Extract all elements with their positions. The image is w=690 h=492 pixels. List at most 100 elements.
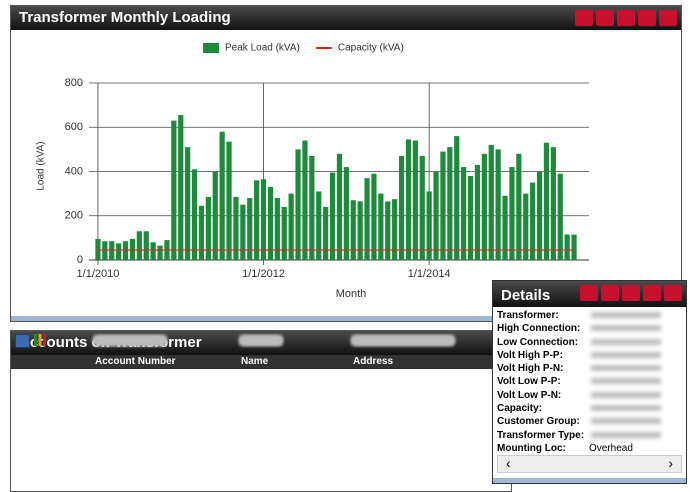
bar	[150, 242, 156, 260]
button[interactable]	[664, 285, 682, 301]
column-header: Address	[353, 356, 394, 367]
x-tick-label: 1/1/2014	[408, 268, 451, 280]
detail-label: High Connection:	[497, 323, 581, 335]
bar	[136, 231, 142, 260]
bar	[474, 164, 481, 260]
panel-footer	[493, 478, 686, 483]
bar	[191, 169, 198, 260]
legend-label: Peak Load (kVA)	[225, 43, 300, 54]
bar	[433, 171, 439, 260]
blurred-text	[591, 405, 661, 412]
scroll-left[interactable]: ‹	[506, 455, 511, 471]
bar	[357, 201, 363, 260]
bar	[240, 204, 246, 260]
bar	[467, 175, 474, 260]
legend-label: Capacity (kVA)	[338, 43, 404, 54]
bar	[178, 115, 184, 260]
blurred-text	[591, 338, 661, 345]
y-tick-label: 0	[77, 254, 83, 266]
blurred-text	[591, 391, 661, 398]
detail-row: Volt Low P-N:	[493, 389, 686, 402]
scrollbar[interactable]: ‹ ›	[497, 455, 682, 473]
detail-label: Transformer:	[497, 310, 559, 321]
bar	[378, 193, 384, 260]
accounts-panel: Accounts on Transformer Account NumberNa…	[10, 330, 512, 492]
button[interactable]	[643, 285, 661, 301]
detail-row: Mounting Loc: Overhead	[493, 442, 686, 455]
bar	[523, 193, 529, 260]
button[interactable]	[617, 10, 635, 26]
legend-swatch	[203, 43, 219, 53]
detail-row: Transformer Type:	[493, 429, 686, 442]
bar	[530, 182, 536, 260]
bar	[116, 243, 122, 260]
detail-label: Transformer Type:	[497, 429, 585, 441]
bar	[371, 173, 377, 260]
blurred-text	[591, 431, 661, 438]
button[interactable]	[622, 285, 640, 301]
blurred-text	[95, 337, 165, 344]
scroll-right[interactable]: ›	[668, 455, 673, 471]
detail-label: Volt High P-P:	[497, 349, 563, 361]
blurred-text	[591, 351, 661, 358]
bar	[329, 172, 336, 260]
bar	[323, 206, 329, 260]
bar	[171, 120, 177, 260]
bar	[557, 173, 563, 260]
button[interactable]	[638, 10, 656, 26]
bar	[454, 136, 460, 260]
detail-row: Transformer:	[493, 309, 686, 322]
bar	[502, 195, 508, 260]
bar	[426, 191, 432, 260]
y-axis-label: Load (kVA)	[36, 141, 47, 190]
bar	[364, 178, 370, 260]
bar	[440, 151, 446, 260]
bar	[302, 140, 308, 260]
detail-label: Customer Group:	[497, 416, 580, 428]
row-icon[interactable]	[15, 334, 30, 348]
column-header: Account Number	[95, 356, 176, 367]
button[interactable]	[596, 10, 614, 26]
bar	[571, 234, 577, 260]
detail-row: Volt Low P-P:	[493, 375, 686, 388]
title-bar: Details	[493, 281, 686, 307]
bar	[205, 196, 211, 260]
bar	[385, 201, 391, 260]
column-header: Name	[241, 356, 269, 367]
bar	[212, 171, 218, 260]
bar	[143, 231, 149, 260]
y-tick-label: 200	[65, 210, 83, 222]
bar	[392, 199, 398, 260]
detail-row: Low Connection:	[493, 336, 686, 349]
chart: Month Load (kVA) 0 200 400 600 800 1/1/2010 1/…	[36, 43, 589, 300]
detail-row: Volt High P-N:	[493, 362, 686, 375]
y-tick-label: 600	[65, 121, 83, 133]
blurred-text	[591, 418, 661, 425]
bar	[509, 167, 515, 260]
bar	[419, 156, 425, 260]
button[interactable]	[601, 285, 619, 301]
x-axis-label: Month	[336, 288, 367, 300]
y-tick-label: 800	[65, 77, 83, 89]
bar	[481, 153, 487, 260]
button[interactable]	[580, 285, 598, 301]
detail-label: Volt Low P-P:	[497, 376, 561, 388]
bar	[398, 156, 405, 260]
bar	[247, 198, 253, 260]
button[interactable]	[575, 10, 593, 26]
window-buttons	[575, 10, 677, 26]
bar	[254, 180, 260, 260]
panel-footer	[11, 316, 681, 321]
bar	[233, 196, 239, 260]
blurred-text	[591, 312, 661, 318]
chart-icon[interactable]	[34, 334, 46, 346]
bar	[336, 153, 343, 260]
detail-label: Volt High P-N:	[497, 363, 564, 375]
button[interactable]	[659, 10, 677, 26]
details-panel: Details Transformer: High Connection: Low …	[492, 280, 687, 484]
detail-row: Capacity:	[493, 402, 686, 415]
bar	[495, 149, 501, 260]
bar	[185, 147, 191, 260]
bar	[309, 156, 315, 260]
bar	[219, 131, 225, 260]
